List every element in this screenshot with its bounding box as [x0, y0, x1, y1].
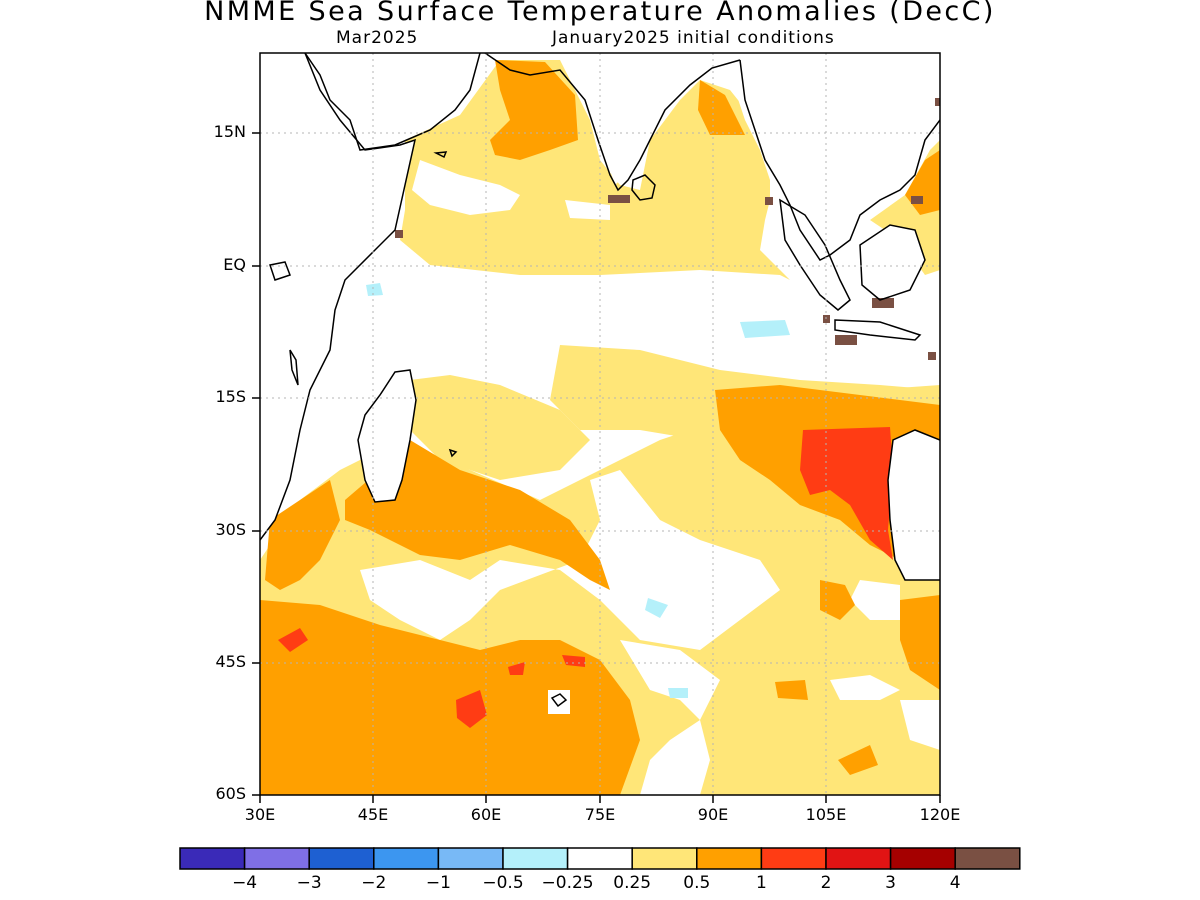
- colorbar-swatch: [243, 847, 310, 870]
- coast-zanzibar: [269, 261, 291, 281]
- colorbar: [179, 847, 1021, 870]
- anomaly-region-red-small-4: [508, 662, 525, 675]
- colorbar-swatch: [308, 847, 375, 870]
- cool-spot-south-2: [668, 688, 688, 698]
- land-india: [485, 53, 740, 185]
- forecast-month: Mar2025: [336, 28, 419, 48]
- colorbar-label: −0.5: [482, 873, 524, 893]
- anomaly-region-southwest-orange: [260, 600, 640, 795]
- coastlines: [260, 53, 940, 708]
- anomaly-region-bay-of-bengal-orange: [698, 80, 745, 135]
- neutral-arabian-gap: [412, 160, 520, 215]
- anomaly-region-north-yellow: [400, 60, 790, 280]
- land-borneo: [860, 225, 925, 300]
- colorbar-swatch: [696, 847, 763, 870]
- coast-kerguelen: [550, 693, 568, 708]
- anomaly-region-arabian-orange: [490, 60, 578, 160]
- anomaly-region-southwest-orange-2: [265, 480, 340, 590]
- anomaly-region-red-small-1: [456, 690, 487, 728]
- colorbar-swatch: [437, 847, 504, 870]
- anomaly-region-orange-small-1: [820, 580, 855, 620]
- lon-label-45e: 45E: [357, 805, 389, 824]
- lat-lon-grid: [260, 53, 940, 795]
- colorbar-label: −4: [232, 873, 258, 893]
- lon-label-30e: 30E: [244, 805, 276, 824]
- land-arabia: [305, 53, 480, 150]
- map-title: NMME Sea Surface Temperature Anomalies (…: [204, 0, 996, 27]
- land-java: [835, 320, 920, 340]
- axis-ticks: [252, 132, 941, 803]
- colorbar-swatch: [760, 847, 827, 870]
- anomaly-region-red-small-3: [562, 655, 585, 667]
- anomaly-region-orange-small-3: [775, 680, 808, 700]
- coast-australia: [887, 429, 940, 581]
- colorbar-swatch: [502, 847, 569, 870]
- lon-label-105e: 105E: [805, 805, 847, 824]
- colorbar-label: 1: [755, 873, 767, 893]
- anomaly-region-red-small-2: [278, 628, 308, 652]
- neutral-region-south-3: [830, 675, 900, 700]
- neutral-region-south-5: [900, 700, 940, 750]
- coast-borneo: [859, 224, 926, 301]
- anomaly-region-orange-small-4: [838, 745, 878, 775]
- colorbar-swatch: [889, 847, 956, 870]
- colorbar-swatch: [566, 847, 633, 870]
- lon-label-60e: 60E: [470, 805, 502, 824]
- colorbar-label: −1: [425, 873, 451, 893]
- coast-india: [484, 53, 741, 192]
- lon-label-90e: 90E: [697, 805, 729, 824]
- cool-spot-west: [366, 283, 383, 296]
- colorbar-swatch: [179, 847, 246, 870]
- coast-mauritius: [448, 448, 458, 458]
- colorbar-label: 4: [949, 873, 961, 893]
- coast-sri-lanka: [631, 174, 656, 201]
- colorbar-label: 0.5: [683, 873, 711, 893]
- colorbar-swatch: [373, 847, 440, 870]
- land-kerguelen: [548, 690, 570, 714]
- neutral-region-south-4: [850, 580, 900, 620]
- lon-label-75e: 75E: [584, 805, 616, 824]
- colorbar-label: 3: [885, 873, 896, 893]
- lat-label-30s: 30S: [215, 520, 246, 539]
- lat-label-15n: 15N: [213, 122, 246, 141]
- colorbar-swatch: [631, 847, 698, 870]
- coast-socotra: [433, 151, 448, 159]
- land-africa: [260, 53, 415, 540]
- anomaly-region-west-australia-red: [800, 427, 893, 560]
- colorbar-label: 2: [820, 873, 832, 893]
- lon-label-120e: 120E: [919, 805, 961, 824]
- lat-label-60s: 60S: [215, 784, 246, 803]
- colorbar-label: 0.25: [613, 873, 652, 893]
- colorbar-label: −3: [296, 873, 322, 893]
- cool-spot-south: [645, 598, 668, 618]
- coast-java: [834, 319, 922, 341]
- colorbar-swatch: [954, 847, 1021, 870]
- coast-lake: [289, 349, 299, 386]
- land-sumatra: [780, 200, 850, 310]
- colorbar-label: −2: [361, 873, 387, 893]
- neutral-region-south-1: [360, 470, 780, 650]
- coast-arabia: [304, 53, 481, 151]
- coast-sumatra: [779, 198, 851, 311]
- colorbar-swatch: [825, 847, 892, 870]
- coast-se-asia: [739, 59, 940, 261]
- lat-label-15s: 15S: [215, 387, 246, 406]
- anomaly-region-mascarene-orange: [345, 440, 610, 590]
- coast-madagascar: [357, 369, 417, 503]
- map-fields: [260, 53, 940, 795]
- initial-conditions: January2025 initial conditions: [552, 28, 835, 48]
- cool-spot-equatorial: [740, 320, 790, 338]
- neutral-bay-gap: [565, 200, 610, 220]
- lat-label-eq: EQ: [223, 255, 246, 274]
- lat-label-45s: 45S: [215, 652, 246, 671]
- anomaly-region-orange-small-2: [900, 595, 940, 690]
- neutral-region-south-2: [620, 640, 720, 795]
- land-australia: [888, 430, 940, 580]
- colorbar-label: −0.25: [541, 873, 594, 893]
